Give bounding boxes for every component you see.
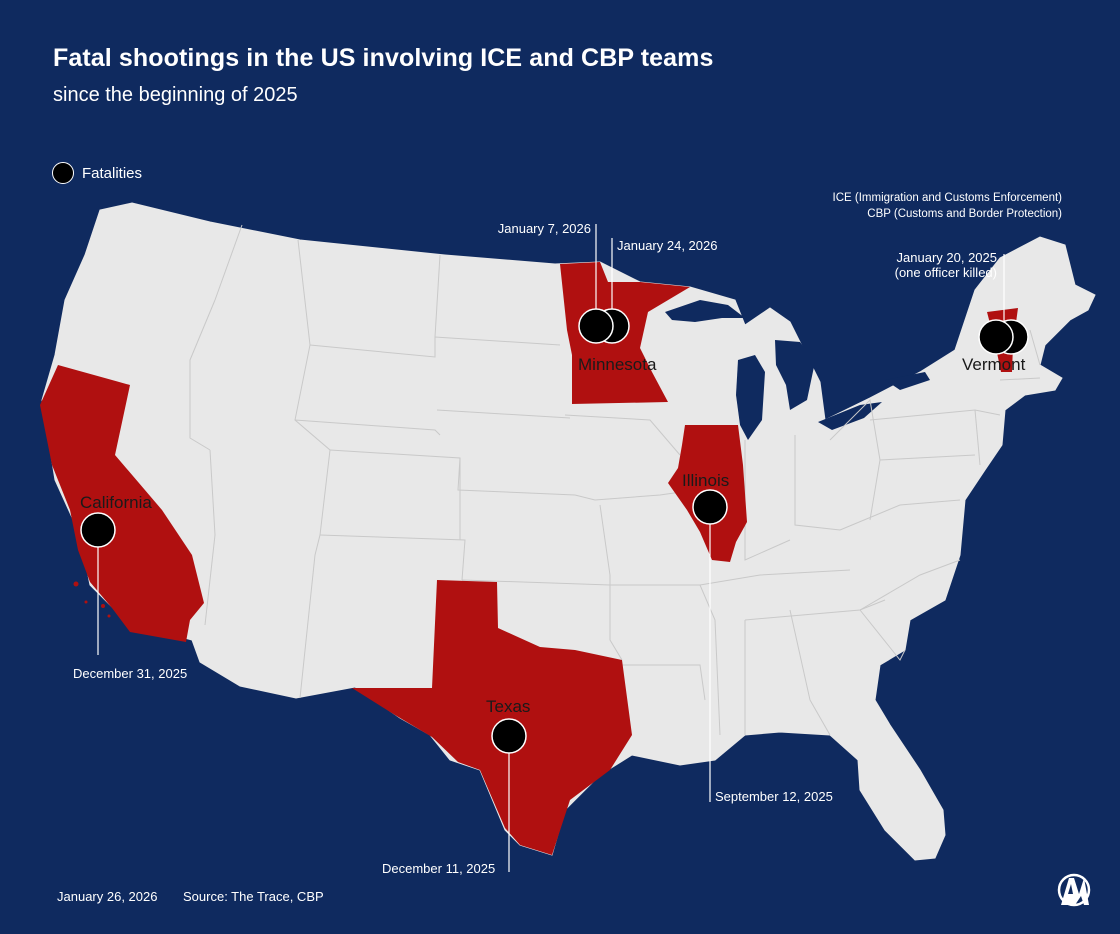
note-cbp: CBP (Customs and Border Protection)	[867, 208, 1062, 220]
lake-superior	[665, 300, 745, 322]
channel-islands	[73, 581, 111, 618]
footer-source: Source: The Trace, CBP	[183, 889, 324, 904]
fatality-markers	[80, 308, 1029, 754]
lake-michigan	[736, 355, 765, 440]
page-subtitle: since the beginning of 2025	[53, 84, 298, 106]
lake-erie	[818, 402, 882, 430]
aa-logo-icon	[1056, 872, 1092, 913]
event-minnesota-1: January 7, 2026	[498, 221, 591, 236]
event-california: December 31, 2025	[73, 666, 187, 681]
event-minnesota-2: January 24, 2026	[617, 238, 717, 253]
legend-label: Fatalities	[82, 164, 143, 182]
state-labels: California Minnesota Illinois Texas Verm…	[80, 355, 1026, 716]
abbreviation-note: ICE (Immigration and Customs Enforcement…	[833, 190, 1062, 222]
event-labels: December 31, 2025 December 11, 2025 Sept…	[73, 221, 997, 876]
marker-texas	[491, 718, 527, 754]
label-illinois: Illinois	[682, 471, 729, 490]
legend: Fatalities	[52, 162, 142, 184]
state-california	[40, 365, 204, 642]
lake-huron	[775, 340, 815, 410]
label-vermont: Vermont	[962, 355, 1026, 374]
marker-california	[80, 512, 116, 548]
state-texas	[352, 580, 632, 855]
fatality-dot-icon	[52, 162, 74, 184]
marker-illinois	[692, 489, 728, 525]
marker-minnesota-1	[578, 308, 614, 344]
event-vermont-1: January 20, 2025	[897, 250, 997, 265]
marker-vermont-1	[978, 319, 1014, 355]
event-illinois: September 12, 2025	[715, 789, 833, 804]
label-california: California	[80, 493, 152, 512]
label-minnesota: Minnesota	[578, 355, 657, 374]
label-texas: Texas	[486, 697, 530, 716]
page-title: Fatal shootings in the US involving ICE …	[53, 44, 714, 72]
lake-ontario	[885, 372, 930, 390]
note-ice: ICE (Immigration and Customs Enforcement…	[832, 192, 1062, 204]
footer-date: January 26, 2026	[57, 889, 158, 904]
event-texas: December 11, 2025	[382, 861, 495, 876]
event-vermont-2: (one officer killed)	[895, 265, 997, 280]
